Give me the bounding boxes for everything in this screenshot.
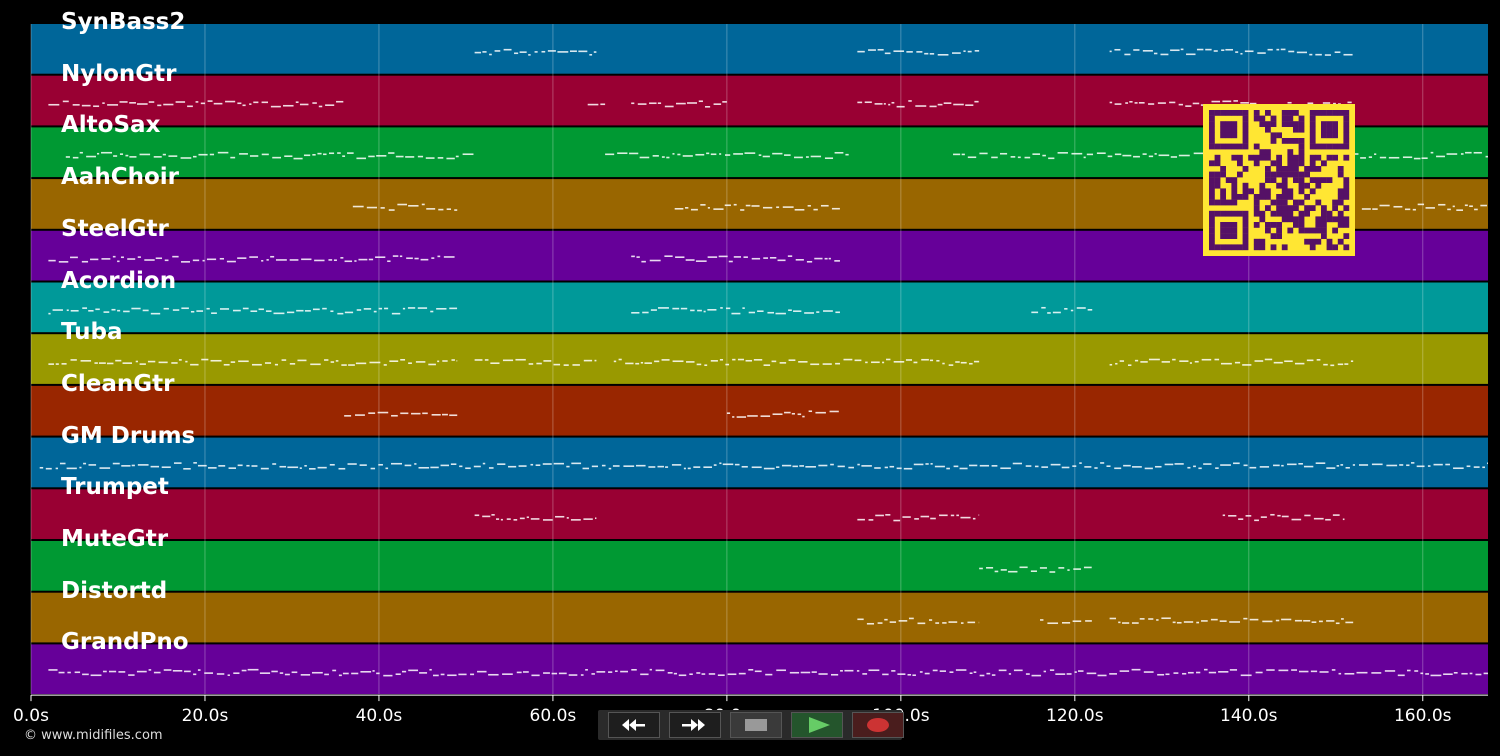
note-segment	[631, 100, 727, 108]
track-lane	[31, 644, 1488, 695]
track-label: AltoSax	[61, 112, 161, 139]
track-lane	[31, 489, 1488, 539]
note-segment	[48, 255, 455, 263]
track-lane	[31, 541, 1488, 591]
fast-forward-icon	[682, 719, 705, 731]
track-label: GrandPno	[61, 629, 189, 656]
track-label: AahChoir	[61, 164, 179, 191]
track-label: NylonGtr	[61, 60, 177, 87]
time-tick-label: 0.0s	[13, 706, 49, 726]
note-segment	[1109, 48, 1353, 56]
note-segment	[587, 103, 606, 106]
note-segment	[39, 462, 1488, 470]
stop-icon	[745, 719, 767, 731]
track-label: Distortd	[61, 577, 168, 604]
track-lane	[31, 592, 1488, 643]
time-tick-label: 120.0s	[1046, 706, 1104, 726]
note-segment	[857, 617, 980, 625]
note-segment	[1361, 203, 1487, 211]
note-segment	[857, 100, 979, 108]
track-label: SteelGtr	[61, 215, 169, 242]
note-segment	[474, 514, 597, 521]
note-segment	[474, 358, 597, 366]
record-icon	[867, 718, 889, 732]
track-lane	[31, 24, 1488, 74]
note-segment	[613, 358, 980, 367]
note-segment	[1222, 513, 1345, 522]
note-segment	[979, 566, 1092, 573]
note-segment	[1109, 358, 1354, 367]
note-segment	[857, 514, 980, 522]
note-segment	[474, 48, 597, 56]
rewind-icon	[622, 719, 645, 731]
note-segment	[1040, 619, 1092, 625]
record-button[interactable]	[852, 712, 904, 738]
time-tick-label: 60.0s	[529, 706, 577, 726]
stop-button[interactable]	[730, 712, 782, 738]
note-segment	[726, 410, 839, 418]
time-tick-label: 160.0s	[1393, 706, 1452, 726]
note-segment	[631, 307, 840, 315]
track-label: SynBass2	[61, 9, 186, 35]
track-label: Trumpet	[61, 474, 169, 501]
rewind-button[interactable]	[608, 712, 660, 738]
track-lane	[31, 282, 1488, 333]
note-segment	[65, 151, 474, 160]
note-segment	[48, 100, 344, 108]
transport-controls	[598, 710, 904, 740]
note-segment	[48, 307, 458, 315]
note-segment	[1031, 306, 1093, 314]
track-label: MuteGtr	[61, 526, 169, 552]
time-tick-label: 40.0s	[355, 706, 403, 726]
copyright-text: © www.midifiles.com	[24, 728, 163, 743]
track-label: CleanGtr	[61, 370, 175, 397]
track-label: GM Drums	[61, 422, 196, 449]
note-segment	[48, 668, 1488, 677]
note-segment	[1109, 617, 1354, 625]
track-lane	[31, 437, 1488, 488]
time-tick-label: 140.0s	[1220, 706, 1278, 726]
note-segment	[352, 203, 458, 211]
track-label: Acordion	[61, 267, 177, 294]
track-label: Tuba	[61, 319, 123, 346]
note-segment	[48, 358, 458, 366]
play-button[interactable]	[791, 712, 843, 738]
qr-code-icon[interactable]	[1203, 104, 1355, 256]
track-lane	[31, 385, 1488, 436]
note-segment	[605, 151, 849, 160]
time-tick-label: 20.0s	[181, 706, 229, 726]
play-icon	[809, 717, 830, 733]
note-segment	[857, 48, 980, 56]
note-segment	[631, 255, 840, 263]
fast-forward-button[interactable]	[669, 712, 721, 738]
note-segment	[344, 411, 458, 417]
note-segment	[674, 203, 840, 211]
